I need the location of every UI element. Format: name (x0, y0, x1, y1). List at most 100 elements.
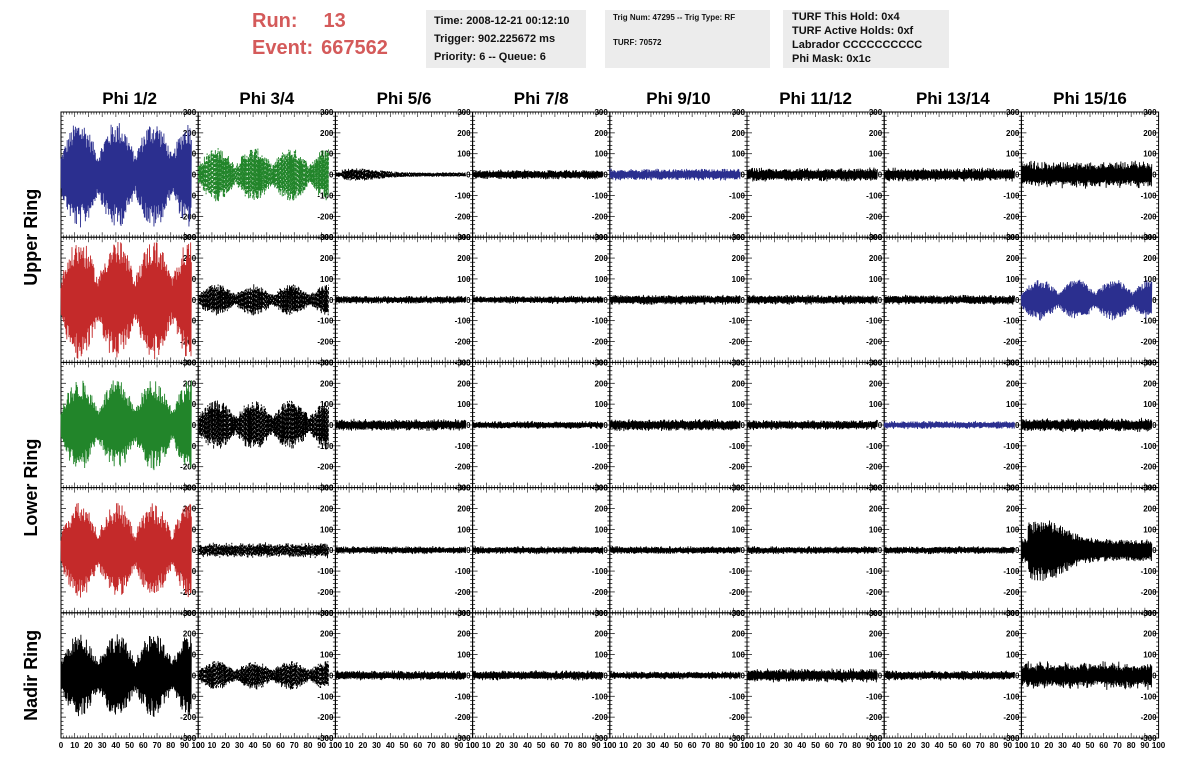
y-tick-label: 200 (869, 254, 883, 263)
y-tick-label: 0 (878, 296, 883, 305)
y-tick-label: -200 (455, 463, 472, 472)
y-tick-label: 100 (1143, 275, 1157, 284)
y-tick-label: 100 (869, 275, 883, 284)
y-tick-label: 200 (457, 129, 471, 138)
y-tick-label: 100 (457, 150, 471, 159)
y-tick-label: -300 (455, 609, 472, 618)
y-tick-label: 200 (1143, 129, 1157, 138)
waveform-series (60, 380, 192, 471)
turf-active-line: TURF Active Holds: 0xf (792, 25, 914, 37)
waveform-series (472, 295, 604, 304)
y-tick-label: 0 (1152, 171, 1157, 180)
y-tick-label: -100 (1003, 317, 1020, 326)
y-tick-label: -300 (729, 233, 746, 242)
y-tick-label: -100 (592, 442, 609, 451)
y-tick-label: -200 (1003, 212, 1020, 221)
phi-mask-line: Phi Mask: 0x1c (792, 53, 871, 65)
y-tick-label: 0 (192, 171, 197, 180)
y-tick-label: -100 (455, 442, 472, 451)
waveform-series (883, 420, 1015, 430)
y-tick-label: -200 (317, 588, 334, 597)
y-tick-label: 0 (741, 546, 746, 555)
time-info-box: Time: 2008-12-21 00:12:10 Trigger: 902.2… (426, 10, 586, 68)
y-tick-label: -200 (1141, 338, 1158, 347)
column-header-2: Phi 3/4 (239, 89, 294, 108)
y-tick-label: -200 (317, 463, 334, 472)
y-tick-label: 100 (457, 525, 471, 534)
y-tick-label: 0 (329, 296, 334, 305)
y-tick-label: 0 (329, 546, 334, 555)
y-tick-label: 100 (869, 400, 883, 409)
column-header-6: Phi 11/12 (779, 89, 852, 108)
waveform-series (746, 167, 878, 182)
y-tick-label: -300 (1003, 233, 1020, 242)
column-header-5: Phi 9/10 (646, 89, 710, 108)
priority-line: Priority: 6 -- Queue: 6 (434, 51, 546, 63)
y-tick-label: -100 (729, 317, 746, 326)
y-tick-label: -200 (180, 338, 197, 347)
y-tick-label: 200 (732, 379, 746, 388)
y-tick-label: 0 (603, 171, 608, 180)
y-tick-label: -300 (592, 233, 609, 242)
y-tick-label: -100 (729, 191, 746, 200)
y-tick-label: 0 (741, 171, 746, 180)
y-tick-label: -100 (729, 567, 746, 576)
waveform-series (472, 169, 604, 180)
y-tick-label: 200 (869, 379, 883, 388)
y-tick-label: 200 (1006, 254, 1020, 263)
y-tick-label: 0 (192, 296, 197, 305)
y-tick-label: 0 (741, 296, 746, 305)
row-label-2: Lower Ring (21, 439, 41, 537)
waveform-series (60, 242, 192, 360)
y-tick-label: -200 (1003, 338, 1020, 347)
y-tick-label: 0 (1152, 296, 1157, 305)
time-line: Time: 2008-12-21 00:12:10 (434, 15, 570, 27)
waveform-series (472, 546, 604, 555)
y-tick-label: -200 (1003, 463, 1020, 472)
y-tick-label: 0 (329, 171, 334, 180)
y-tick-label: -100 (455, 317, 472, 326)
y-tick-label: 200 (320, 504, 334, 513)
y-tick-label: 100 (1006, 400, 1020, 409)
waveform-series (197, 400, 329, 450)
y-tick-label: -200 (592, 588, 609, 597)
y-tick-label: 0 (1015, 171, 1020, 180)
turf-line: TURF: 70572 (613, 38, 662, 47)
y-tick-label: 200 (320, 129, 334, 138)
y-tick-label: -200 (729, 338, 746, 347)
y-tick-label: 200 (183, 379, 197, 388)
y-tick-label: -200 (592, 463, 609, 472)
y-tick-label: 100 (320, 275, 334, 284)
y-tick-label: 100 (869, 150, 883, 159)
y-tick-label: -300 (729, 609, 746, 618)
y-tick-label: 100 (732, 150, 746, 159)
y-tick-label: -200 (317, 338, 334, 347)
y-tick-label: 0 (1015, 296, 1020, 305)
run-event-block: Run: 13 Event: 667562 (252, 8, 388, 62)
y-tick-label: 200 (457, 379, 471, 388)
y-tick-label: 100 (594, 400, 608, 409)
trigger-line: Trigger: 902.225672 ms (434, 33, 556, 45)
y-tick-label: 200 (457, 254, 471, 263)
turf-hold-line: TURF This Hold: 0x4 (792, 11, 900, 23)
y-tick-label: 200 (1006, 379, 1020, 388)
event-line: Event: 667562 (252, 35, 388, 62)
waveform-series (334, 546, 467, 555)
y-tick-label: -300 (455, 233, 472, 242)
